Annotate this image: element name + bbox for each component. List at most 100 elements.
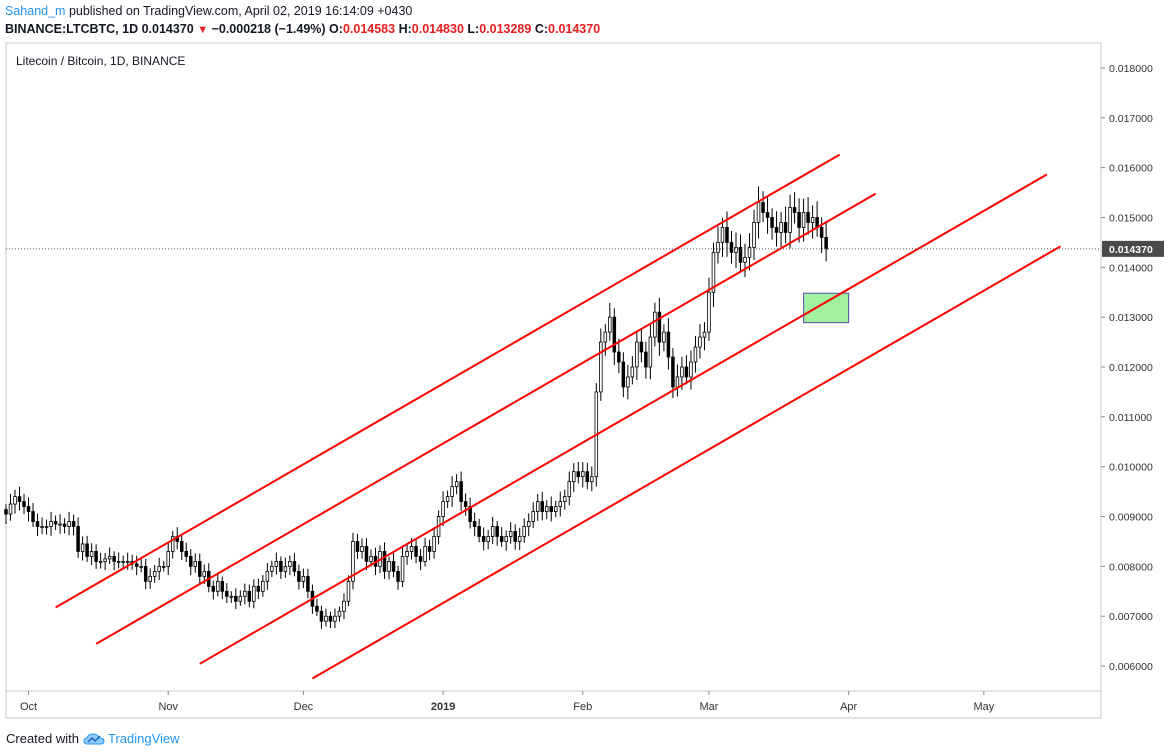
candle — [432, 527, 436, 559]
candle — [734, 232, 738, 268]
candle — [418, 548, 423, 571]
price-tick-label: 0.018000 — [1109, 63, 1153, 75]
candle — [274, 552, 279, 575]
candle-body — [76, 526, 80, 552]
candle-body — [256, 585, 261, 592]
candle — [107, 547, 112, 565]
candle-body — [734, 246, 738, 253]
candle-body — [549, 506, 553, 512]
channel-top-line[interactable] — [55, 153, 841, 609]
candle — [252, 579, 256, 609]
candle — [504, 530, 508, 551]
candle-body — [675, 376, 680, 388]
candle — [522, 518, 526, 543]
candle-body — [89, 551, 94, 557]
publish-info: Sahand_m published on TradingView.com, A… — [5, 4, 412, 18]
candle-body — [279, 561, 283, 572]
candle-body — [396, 570, 400, 582]
channel-lines[interactable] — [55, 153, 1061, 680]
candle — [445, 490, 450, 508]
channel-bottom-line[interactable] — [311, 245, 1061, 680]
candle — [779, 211, 783, 248]
candle — [71, 514, 76, 536]
candle-body — [112, 556, 116, 562]
candle-body — [454, 481, 459, 488]
candle-body — [783, 222, 788, 233]
candle-body — [337, 610, 342, 617]
candle-body — [554, 506, 558, 512]
candle — [472, 512, 477, 537]
tradingview-brand-link[interactable]: TradingView — [107, 731, 180, 746]
candle — [85, 535, 89, 562]
candle-body — [297, 570, 301, 582]
candle — [17, 486, 22, 511]
candle — [815, 201, 819, 237]
target-zone-group[interactable] — [803, 288, 850, 324]
candle-body — [495, 526, 499, 537]
candle — [513, 524, 517, 550]
candle — [707, 277, 711, 341]
price-tick-label: 0.017000 — [1109, 113, 1153, 125]
candle — [531, 502, 535, 529]
author-link[interactable]: Sahand_m — [5, 4, 66, 18]
candle-body — [499, 536, 504, 542]
candle-body — [819, 227, 824, 238]
candle — [747, 233, 752, 271]
close-label: C: — [534, 22, 549, 36]
candle-body — [761, 202, 765, 213]
candle — [463, 493, 468, 516]
candle-body — [617, 351, 621, 363]
candle — [405, 544, 409, 565]
candle — [824, 221, 828, 262]
price-tick-label: 0.007000 — [1109, 611, 1153, 623]
candle-body — [824, 236, 828, 250]
candle — [360, 538, 364, 559]
candle — [689, 350, 693, 390]
candle — [53, 515, 58, 531]
created-with-text: Created with — [6, 731, 79, 746]
candle — [31, 502, 35, 528]
candle — [184, 542, 188, 562]
candle-body — [653, 311, 657, 338]
candle-body — [481, 536, 486, 542]
candle — [486, 530, 490, 550]
candle — [306, 568, 310, 599]
candle-body — [544, 506, 549, 512]
candle — [810, 205, 815, 239]
candle-body — [612, 316, 617, 353]
candle-body — [743, 256, 747, 263]
candle-body — [630, 366, 635, 378]
channel-upper-mid-line[interactable] — [95, 192, 877, 645]
time-tick-label: Oct — [20, 701, 37, 713]
candle — [391, 552, 396, 578]
candle-body — [22, 501, 26, 507]
time-axis[interactable]: Oct Nov Dec 2019 Feb Mar Apr May — [20, 691, 995, 713]
candle-body — [4, 509, 8, 515]
candle-body — [355, 541, 360, 552]
candle-body — [504, 536, 508, 542]
candle-body — [247, 590, 252, 602]
candle-body — [608, 316, 612, 333]
candle-body — [450, 486, 454, 497]
candle-body — [364, 546, 369, 562]
candle — [572, 463, 576, 492]
price-tick-label: 0.014000 — [1109, 262, 1153, 274]
candle-body — [179, 541, 184, 552]
candle-body — [779, 222, 783, 233]
candle — [617, 338, 621, 374]
target-zone[interactable] — [803, 292, 850, 324]
candle — [26, 497, 31, 522]
candle — [788, 194, 792, 249]
channel-lower-mid-line[interactable] — [199, 173, 1048, 665]
price-axis[interactable]: 0.018000 0.017000 0.016000 0.015000 0.014000… — [1101, 63, 1153, 673]
candle — [351, 532, 355, 590]
candle-body — [680, 366, 684, 378]
candle-body — [774, 227, 779, 233]
candle — [720, 217, 725, 257]
candle-body — [261, 580, 265, 592]
candle — [279, 556, 283, 579]
candle — [337, 606, 342, 622]
candle — [157, 557, 161, 580]
candle-body — [265, 570, 270, 582]
